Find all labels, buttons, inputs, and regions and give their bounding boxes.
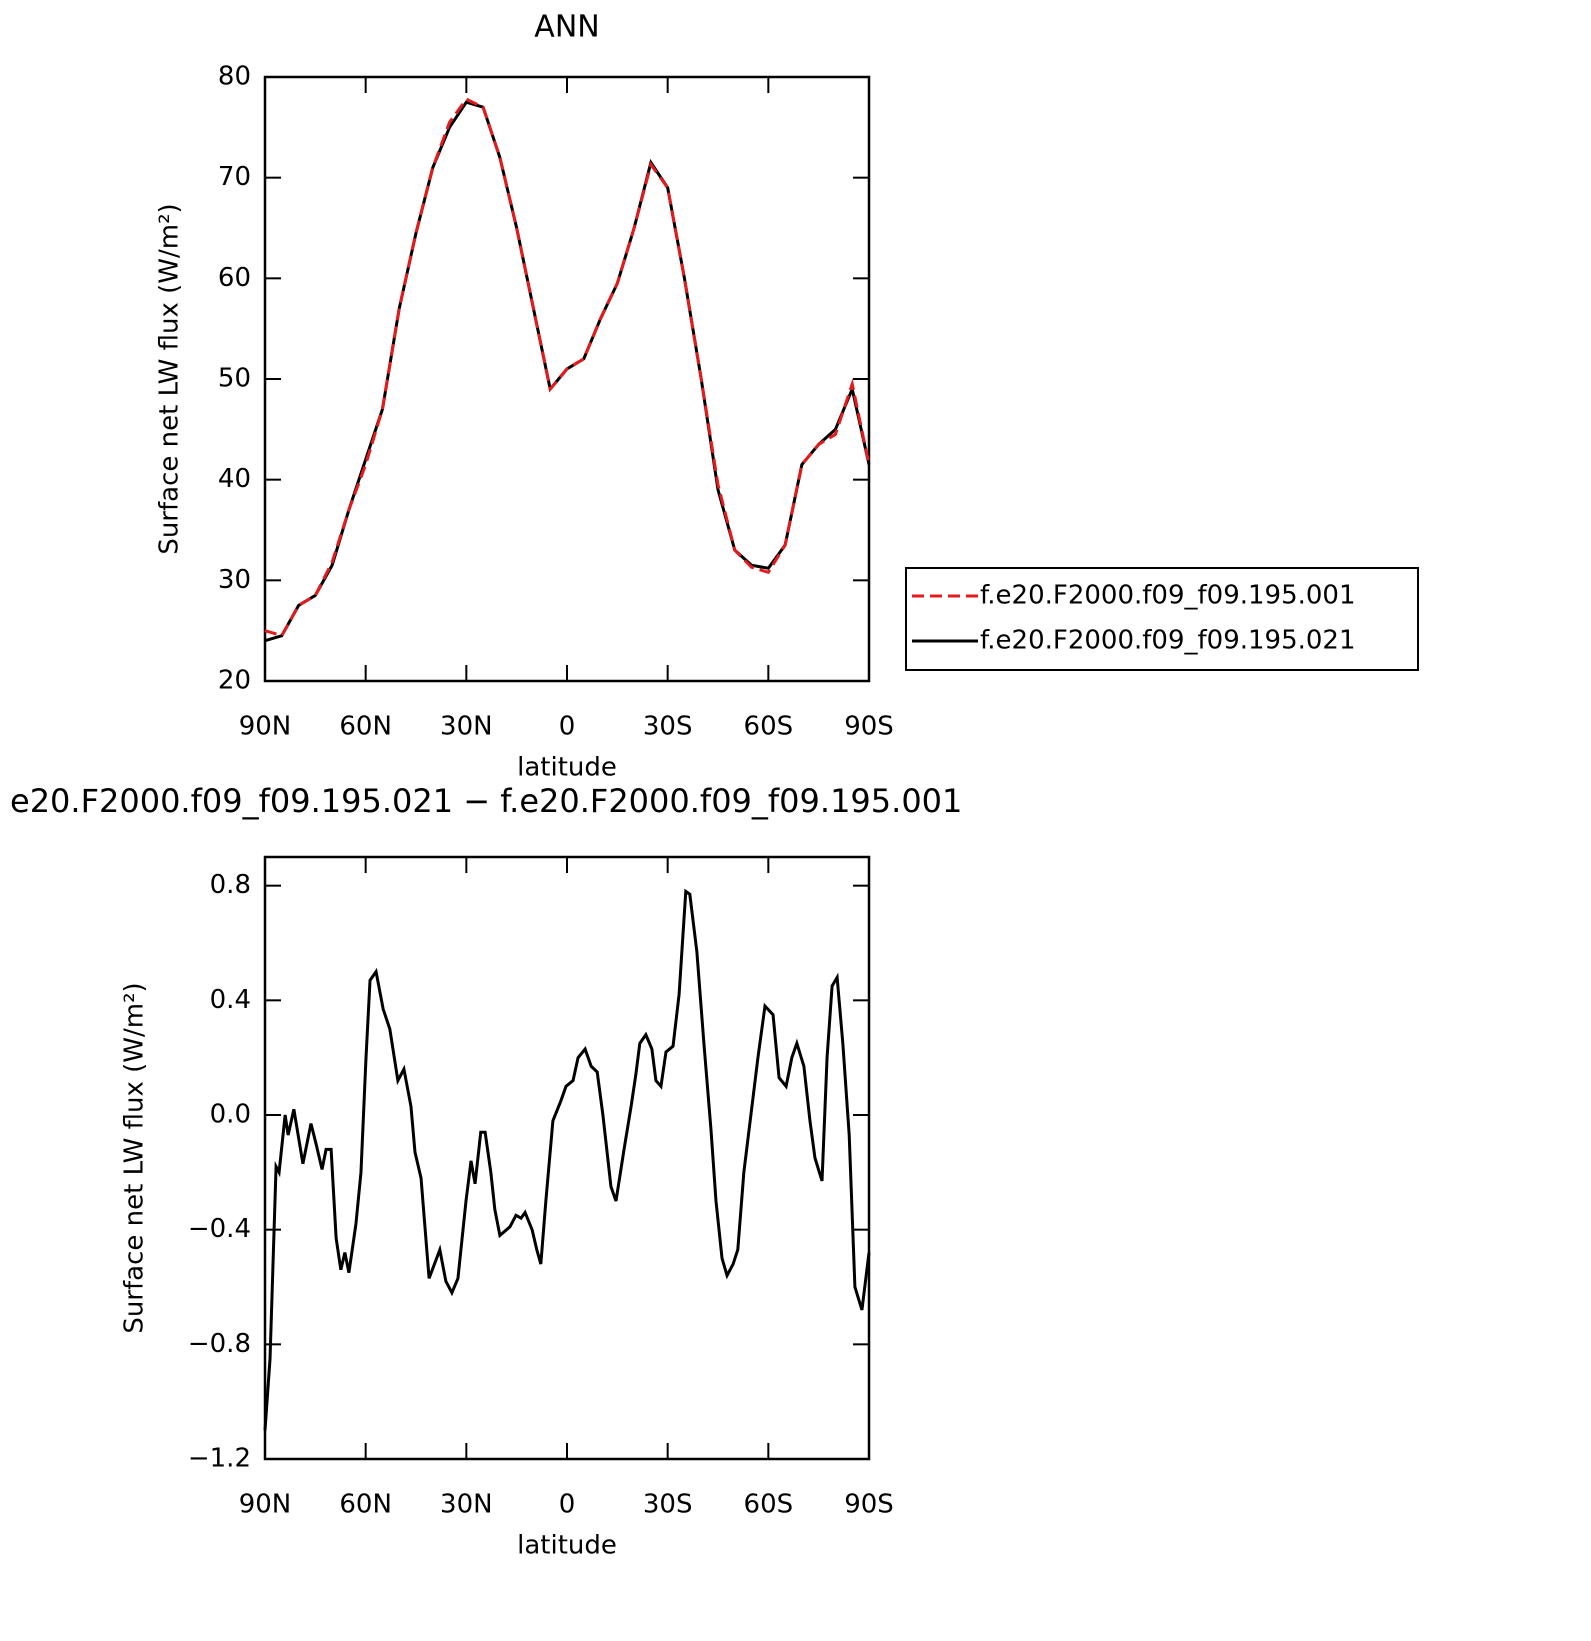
x-tick-label: 30S	[643, 712, 693, 742]
x-tick-label: 30N	[440, 712, 493, 742]
x-tick-label: 90S	[844, 1490, 894, 1520]
y-axis-label: Surface net LW flux (W/m²)	[155, 203, 185, 554]
x-axis-label: latitude	[517, 753, 617, 783]
y-tick-label: 60	[218, 263, 251, 293]
x-tick-label: 90S	[844, 712, 894, 742]
x-tick-label: 30S	[643, 1490, 693, 1520]
data-line	[264, 97, 871, 638]
x-tick-label: 60S	[744, 712, 794, 742]
x-tick-label: 30N	[440, 1490, 493, 1520]
x-tick-label: 60N	[339, 1490, 392, 1520]
legend-label: f.e20.F2000.f09_f09.195.021	[980, 626, 1356, 656]
y-tick-label: 0.8	[210, 870, 251, 900]
x-tick-label: 0	[559, 712, 576, 742]
y-tick-label: 40	[218, 464, 251, 494]
plot-frame	[263, 75, 871, 683]
y-tick-label: 50	[218, 364, 251, 394]
y-tick-label: 30	[218, 565, 251, 595]
x-tick-label: 90N	[239, 1490, 292, 1520]
chart-title: e20.F2000.f09_f09.195.021 − f.e20.F2000.…	[10, 782, 962, 820]
y-tick-label: 20	[218, 666, 251, 696]
y-tick-label: −1.2	[188, 1444, 251, 1474]
y-axis-label: Surface net LW flux (W/m²)	[120, 982, 150, 1333]
y-tick-label: −0.8	[188, 1329, 251, 1359]
x-axis-label: latitude	[517, 1531, 617, 1561]
y-tick-label: 0.0	[210, 1100, 251, 1130]
data-line	[263, 888, 871, 1431]
y-tick-label: 70	[218, 162, 251, 192]
y-tick-label: −0.4	[188, 1214, 251, 1244]
y-tick-label: 80	[218, 62, 251, 92]
x-tick-label: 0	[559, 1490, 576, 1520]
chart-title: ANN	[534, 10, 599, 45]
legend-box	[905, 567, 1419, 671]
data-line	[264, 100, 871, 643]
y-tick-label: 0.4	[210, 985, 251, 1015]
plot-frame	[263, 855, 871, 1461]
x-tick-label: 60S	[744, 1490, 794, 1520]
x-tick-label: 60N	[339, 712, 392, 742]
legend-label: f.e20.F2000.f09_f09.195.001	[980, 581, 1356, 611]
x-tick-label: 90N	[239, 712, 292, 742]
